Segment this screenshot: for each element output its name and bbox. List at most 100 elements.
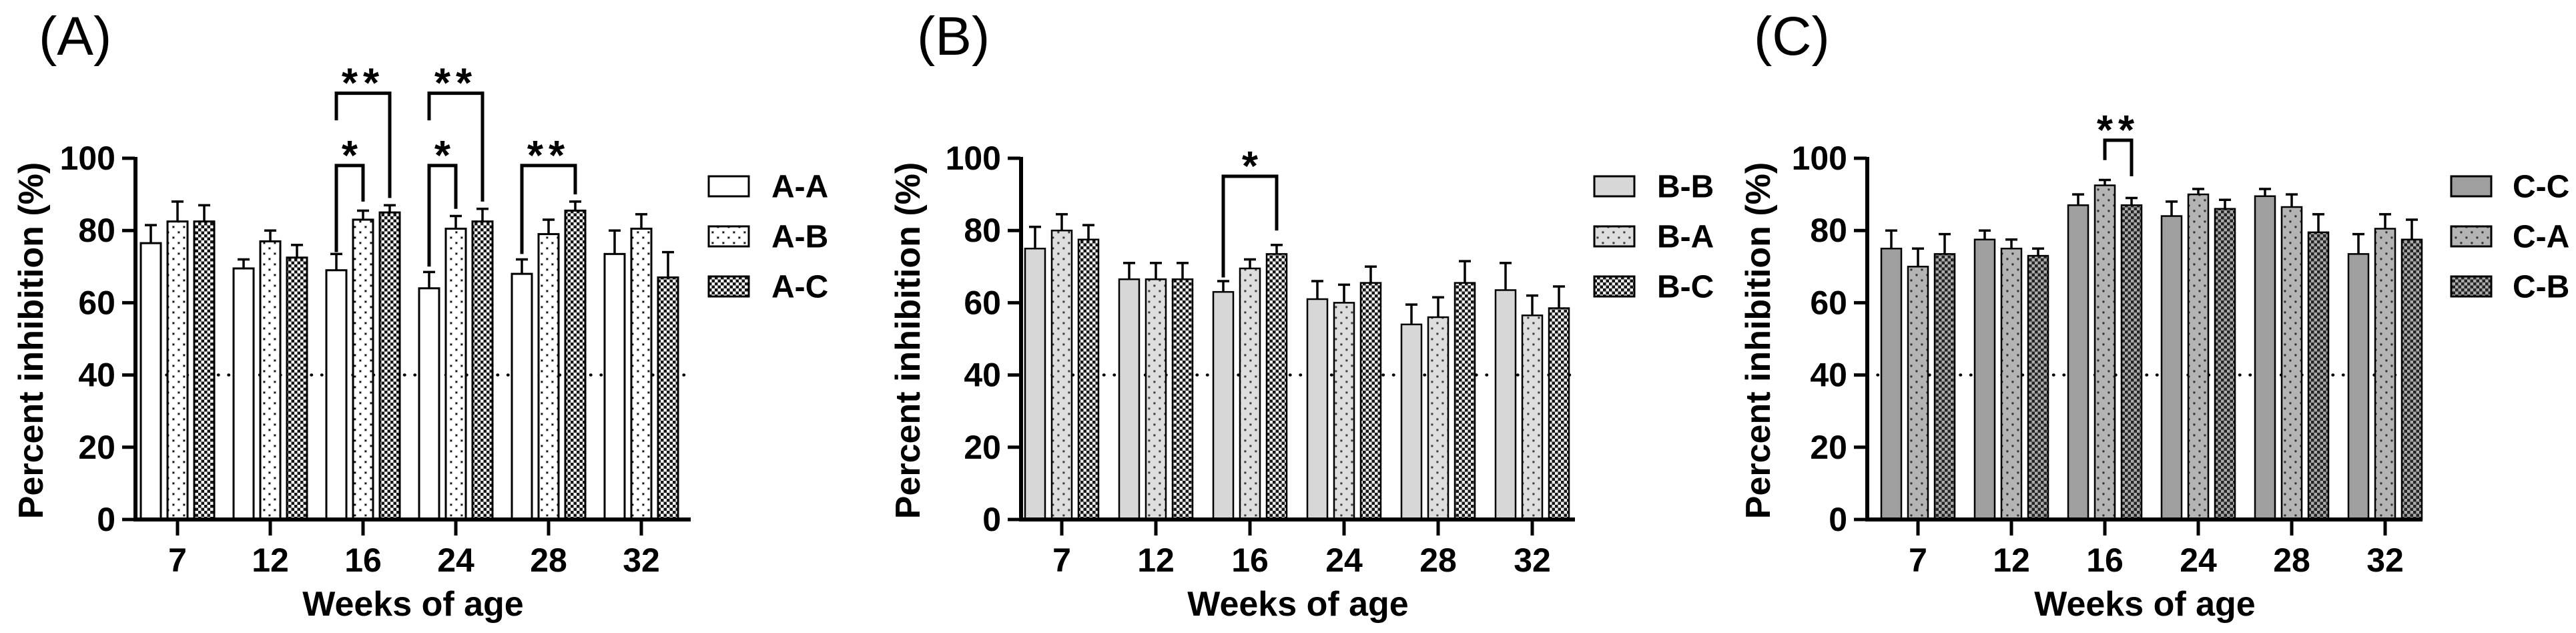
x-tick-label: 28: [1419, 542, 1457, 579]
bar-C-B-week-16: [2120, 204, 2143, 521]
bar-chart-B: 0 20 40 60 80 100 7 12 16 24 28 32 Weeks of age Perce…: [889, 6, 1714, 624]
bar-A-B-week-12: [259, 240, 282, 521]
bar-B-A-week-16: [1239, 267, 1261, 521]
x-axis-title: Weeks of age: [2034, 585, 2255, 624]
bar-A-A-week-7: [139, 242, 162, 521]
bar-A-A-week-24: [418, 287, 440, 521]
bar-C-C-week-32: [2347, 253, 2370, 521]
bar-B-B-week-12: [1118, 278, 1141, 521]
significance-bracket: [334, 91, 392, 198]
bar-B-B-week-24: [1306, 298, 1329, 521]
legend-label-A-C: A-C: [771, 270, 828, 305]
bar-C-A-week-28: [2280, 206, 2303, 521]
bar-A-B-week-16: [352, 218, 374, 521]
panel-C: 0 20 40 60 80 100 7 12 16 24 28 32 Weeks of age Perce…: [1716, 0, 2575, 633]
significance-label: *: [1242, 144, 1259, 190]
x-tick-label: 12: [252, 542, 289, 579]
legend-label-C-B: C-B: [2513, 270, 2569, 305]
significance-label: *: [342, 133, 358, 179]
y-tick-label: 20: [1810, 429, 1847, 466]
bar-A-A-week-12: [232, 267, 255, 521]
panel-B: 0 20 40 60 80 100 7 12 16 24 28 32 Weeks of age Perce…: [858, 0, 1716, 633]
panel-label: (B): [917, 6, 990, 67]
bar-C-C-week-12: [1973, 238, 1996, 521]
y-tick-label: 20: [78, 429, 115, 466]
bar-A-A-week-32: [603, 252, 626, 521]
bar-C-A-week-32: [2374, 228, 2396, 521]
panel-label: (A): [39, 6, 111, 67]
bar-B-A-week-12: [1145, 278, 1167, 521]
bar-C-B-week-32: [2400, 238, 2423, 521]
legend-swatch-C-C: [2450, 175, 2493, 198]
significance-bracket: [2103, 138, 2134, 177]
legend-label-C-A: C-A: [2513, 220, 2569, 255]
bar-C-C-week-7: [1880, 248, 1903, 521]
significance-bracket: [427, 164, 458, 267]
x-tick-label: 7: [168, 542, 187, 579]
y-tick-label: 80: [78, 212, 115, 249]
y-axis-title: Percent inhibition (%): [12, 162, 51, 519]
legend-swatch-B-B: [1593, 175, 1636, 198]
bar-B-B-week-7: [1024, 248, 1046, 521]
bar-B-C-week-12: [1171, 278, 1194, 521]
significance-bracket: [1221, 174, 1279, 278]
bar-C-C-week-16: [2067, 204, 2089, 521]
bar-B-C-week-28: [1454, 282, 1476, 521]
bar-C-A-week-24: [2187, 193, 2210, 521]
plot-area: 0 20 40 60 80 100 7 12 16 24 28 32 Weeks of age Perce…: [889, 6, 1714, 624]
significance-label: **: [342, 61, 384, 107]
bar-C-B-week-24: [2214, 208, 2236, 521]
bar-A-C-week-7: [193, 220, 216, 521]
bar-chart-A: 0 20 40 60 80 100 7 12 16 24 28 32 Weeks of age Perce…: [12, 6, 828, 624]
bar-B-B-week-32: [1494, 289, 1517, 521]
bar-B-A-week-7: [1050, 229, 1073, 521]
bar-A-C-week-28: [564, 209, 587, 521]
bar-B-C-week-16: [1265, 253, 1288, 521]
bar-A-B-week-7: [166, 220, 189, 521]
panel-label: (C): [1754, 6, 1830, 67]
y-tick-label: 80: [1810, 212, 1847, 249]
legend-label-B-A: B-A: [1657, 220, 1714, 255]
bar-C-C-week-24: [2160, 215, 2183, 521]
bar-A-C-week-32: [657, 276, 679, 521]
plot-area: 0 20 40 60 80 100 7 12 16 24 28 32 Weeks of age Perce…: [1739, 6, 2569, 624]
bar-B-B-week-16: [1212, 290, 1235, 521]
x-tick-label: 28: [530, 542, 567, 579]
legend-swatch-B-A: [1593, 225, 1636, 248]
y-tick-label: 60: [78, 284, 115, 321]
y-tick-label: 40: [1810, 357, 1847, 394]
bar-A-C-week-24: [471, 220, 494, 521]
significance-label: **: [2097, 108, 2140, 154]
x-tick-label: 12: [1993, 542, 2030, 579]
legend-swatch-A-B: [707, 225, 750, 248]
legend-swatch-B-C: [1593, 275, 1636, 298]
bar-A-B-week-24: [444, 227, 467, 521]
bar-C-B-week-12: [2027, 254, 2049, 521]
bar-A-A-week-16: [325, 269, 348, 521]
y-tick-label: 60: [1810, 284, 1847, 321]
legend-label-C-C: C-C: [2513, 170, 2569, 205]
x-tick-label: 16: [344, 542, 382, 579]
x-tick-label: 12: [1137, 542, 1175, 579]
y-tick-label: 100: [946, 140, 1001, 177]
bar-B-C-week-32: [1548, 307, 1570, 521]
x-tick-label: 24: [437, 542, 474, 579]
bar-C-B-week-28: [2307, 231, 2330, 521]
legend-label-B-B: B-B: [1657, 170, 1714, 205]
legend-swatch-C-A: [2450, 225, 2493, 248]
y-tick-label: 0: [1829, 501, 1847, 538]
bar-C-B-week-7: [1933, 253, 1956, 521]
bar-C-A-week-12: [2000, 248, 2023, 521]
x-tick-label: 28: [2273, 542, 2310, 579]
bar-B-A-week-28: [1427, 316, 1450, 521]
y-axis-title: Percent inhibition (%): [1739, 162, 1778, 519]
bar-B-A-week-32: [1521, 314, 1544, 521]
y-tick-label: 40: [964, 357, 1001, 394]
legend-swatch-A-C: [707, 275, 750, 298]
x-tick-label: 32: [2366, 542, 2404, 579]
y-tick-label: 80: [964, 212, 1001, 249]
bar-A-C-week-16: [378, 211, 401, 521]
bar-B-A-week-24: [1333, 302, 1355, 521]
y-tick-label: 60: [964, 284, 1001, 321]
x-tick-label: 16: [1231, 542, 1269, 579]
